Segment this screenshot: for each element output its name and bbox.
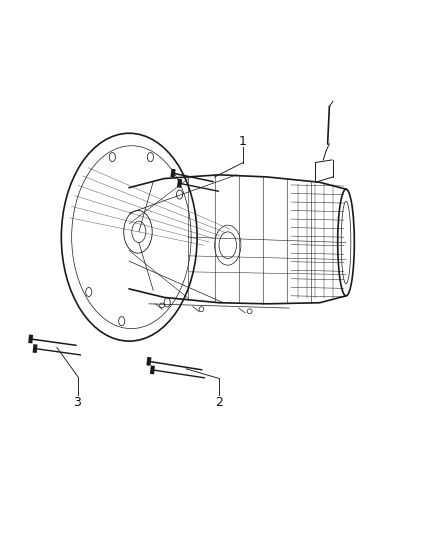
Text: 1: 1 <box>239 135 247 148</box>
Text: 3: 3 <box>73 396 81 409</box>
Text: 2: 2 <box>215 396 223 409</box>
